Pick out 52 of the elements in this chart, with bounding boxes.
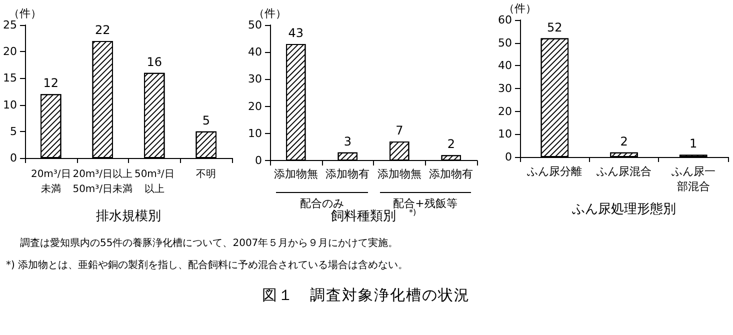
x-tick-label: 添加物無	[377, 168, 422, 180]
data-label: 43	[288, 26, 304, 40]
text: 図１ 調査対象浄化槽の状況	[262, 286, 470, 305]
y-tick-label: 30	[498, 82, 512, 95]
y-tick-label: 20	[3, 45, 17, 58]
x-tick-label: ふん尿一部混合	[670, 165, 716, 193]
text: *) 添加物とは、亜鉛や銅の製剤を指し、配合飼料に予め混合されている場合は含めない。	[6, 258, 408, 272]
x-tick-label: ふん尿分離	[526, 165, 582, 178]
x-axis-title: 飼料種類別 *)	[330, 208, 416, 224]
y-tick-label: 60	[498, 14, 512, 26]
y-tick-label: 40	[498, 59, 512, 72]
text: 調査は愛知県内の55件の養豚浄化槽について、2007年５月から９月にかけて実施。	[20, 236, 398, 250]
y-tick-label: 0	[505, 150, 512, 164]
y-tick-label: 20	[248, 100, 262, 113]
y-tick-label: 15	[3, 72, 17, 85]
x-axis-title: ふん尿処理形態別	[571, 202, 676, 217]
x-tick-label: 添加物無	[274, 168, 318, 180]
data-label: 52	[547, 20, 562, 34]
data-label: 2	[447, 137, 455, 152]
x-tick-label: 20m³/日以上50m³/日未満	[72, 168, 133, 195]
data-label: 5	[202, 113, 210, 128]
x-tick-label: 20m³/日未満	[30, 169, 71, 195]
y-tick-label: 20	[498, 104, 512, 118]
text: 配合のみ	[300, 196, 344, 210]
y-tick-label: 0	[10, 152, 17, 164]
data-label: 22	[94, 22, 110, 37]
x-tick-label: ふん尿混合	[596, 165, 652, 178]
data-label: 12	[43, 76, 59, 90]
y-tick-label: 50	[498, 36, 512, 50]
x-axis-title: 排水規模別	[96, 209, 161, 224]
y-tick-label: 10	[248, 126, 262, 140]
x-tick-label: 50m³/日以上	[134, 169, 174, 195]
y-axis-title: （件）	[504, 2, 536, 15]
y-tick-label: 40	[248, 46, 262, 59]
y-tick-label: 10	[498, 128, 512, 141]
x-tick-label: 添加物有	[326, 168, 370, 180]
y-tick-label: 50	[248, 18, 262, 32]
y-tick-label: 25	[3, 18, 17, 32]
y-axis-title: （件）	[254, 7, 286, 20]
data-label: 16	[146, 54, 162, 69]
y-tick-label: 0	[255, 154, 262, 167]
data-label: 3	[344, 134, 352, 148]
x-tick-label: 不明	[196, 169, 216, 180]
y-axis-title: （件）	[8, 7, 42, 20]
data-label: 1	[690, 136, 698, 151]
y-tick-label: 5	[10, 124, 17, 138]
text: 配合+残飯等	[393, 196, 458, 210]
y-tick-label: 30	[248, 72, 262, 86]
y-tick-label: 10	[3, 98, 17, 112]
data-label: 7	[396, 124, 404, 138]
data-label: 2	[620, 134, 628, 148]
x-tick-label: 添加物有	[429, 168, 474, 180]
